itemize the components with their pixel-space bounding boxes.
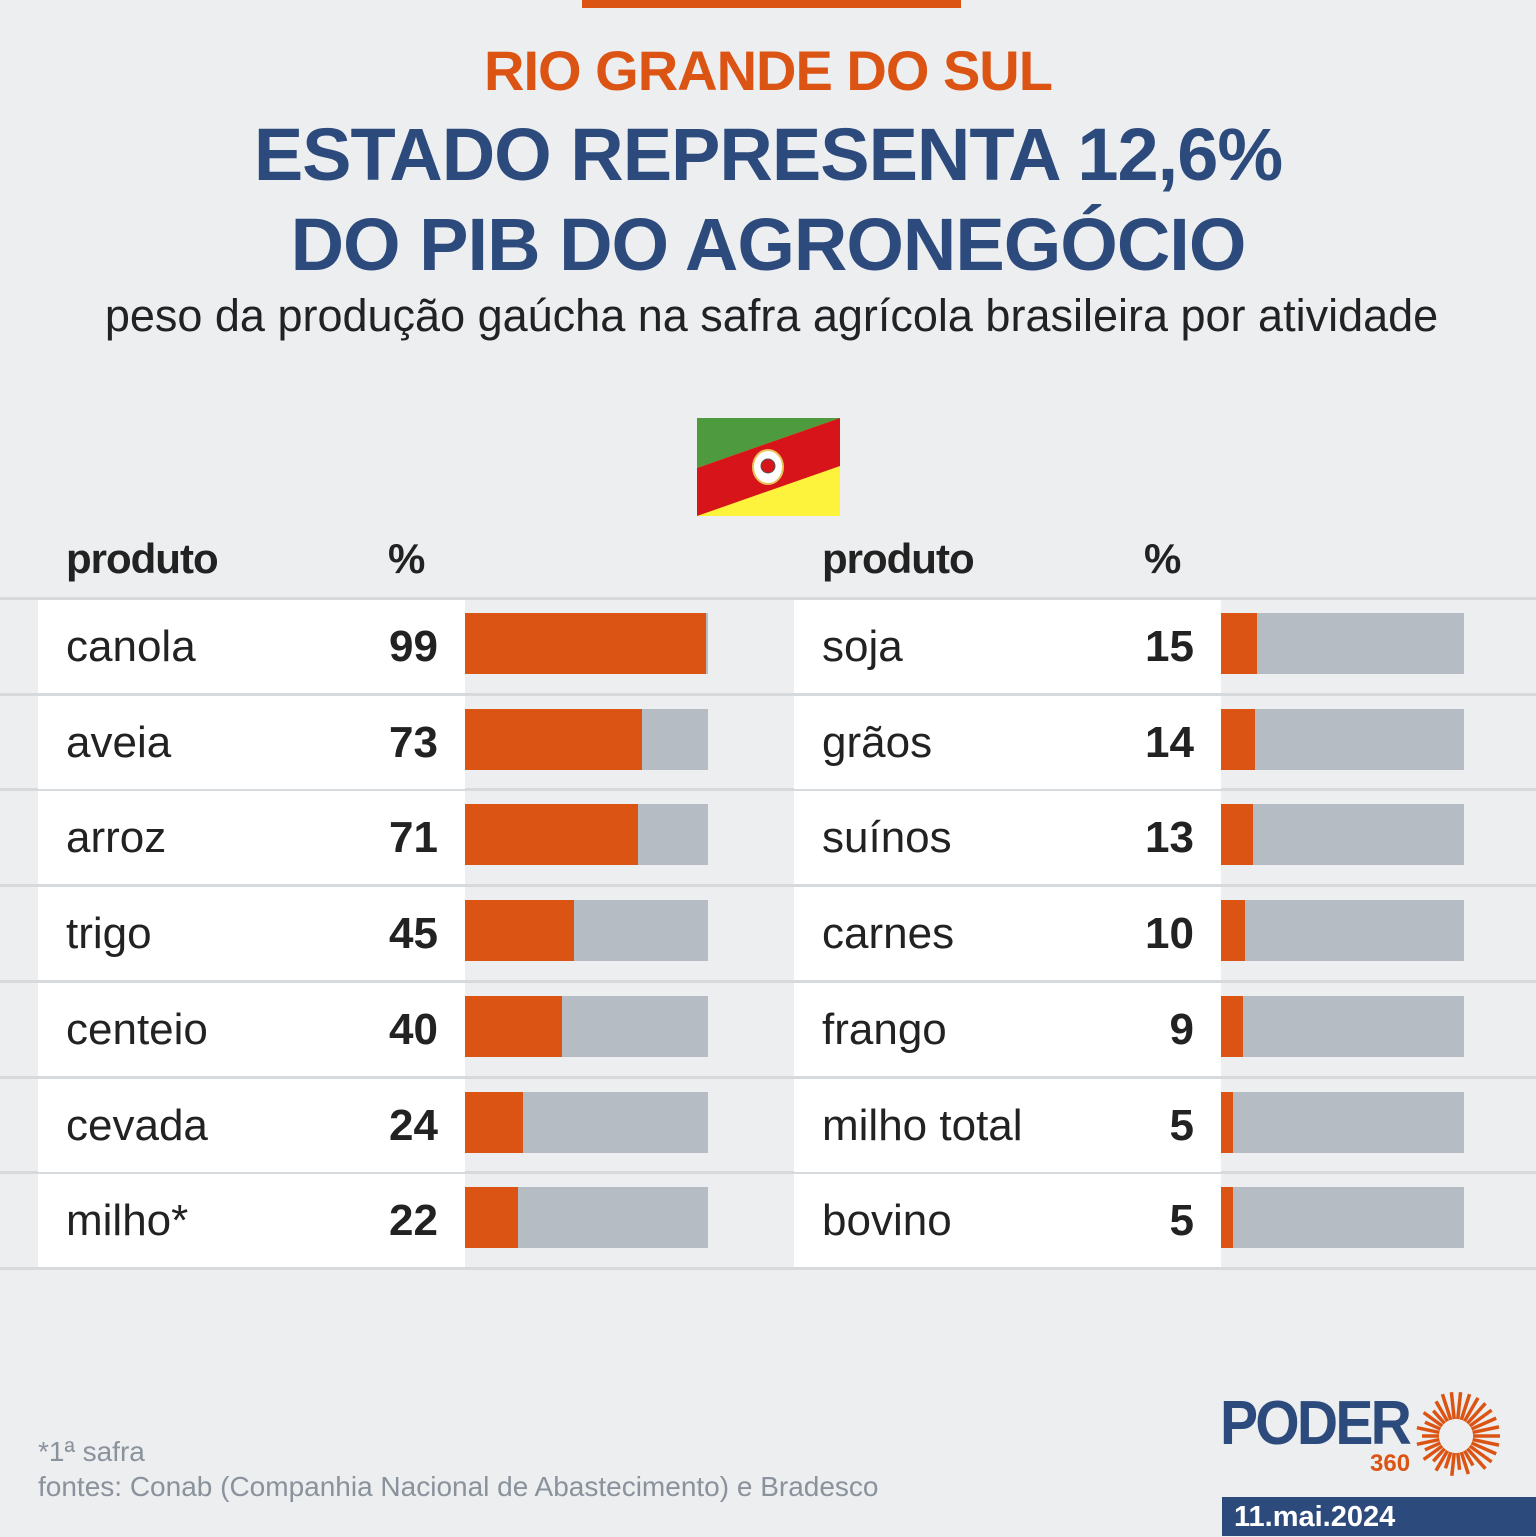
row-divider	[0, 788, 1536, 792]
table-row	[794, 982, 1221, 1076]
bar-track	[465, 1187, 708, 1249]
bar-track	[1221, 900, 1464, 962]
product-label: soja	[822, 622, 903, 671]
product-label: suínos	[822, 813, 952, 863]
logo-360: 360	[1370, 1450, 1411, 1477]
bar-track	[1221, 708, 1464, 770]
product-label: aveia	[66, 717, 172, 767]
table-row	[794, 887, 1221, 981]
value-label: 22	[389, 1196, 438, 1246]
value-label: 71	[389, 813, 438, 863]
value-label: 73	[389, 717, 438, 767]
bar-track	[465, 995, 708, 1057]
table-row	[794, 1174, 1221, 1268]
bar	[1221, 804, 1253, 866]
bar	[1221, 900, 1246, 962]
kicker: RIO GRANDE DO SUL	[484, 39, 1053, 102]
bar	[1221, 1091, 1234, 1153]
table-row	[38, 791, 465, 885]
product-label: arroz	[66, 813, 167, 863]
value-label: 13	[1145, 813, 1194, 863]
bar	[1221, 613, 1258, 674]
title-line-2: DO PIB DO AGRONEGÓCIO	[290, 203, 1247, 286]
bar-track	[1221, 1091, 1464, 1153]
bar	[1221, 995, 1243, 1057]
bar-track	[465, 613, 708, 674]
table-row	[38, 1174, 465, 1268]
bar-track	[1221, 804, 1464, 866]
table-row	[794, 695, 1221, 789]
bar	[465, 804, 638, 866]
header-percent-right: %	[1144, 535, 1181, 582]
header-product-right: produto	[822, 535, 975, 582]
table-row	[38, 695, 465, 789]
product-label: carnes	[822, 909, 955, 959]
value-label: 9	[1169, 1004, 1194, 1054]
value-label: 24	[389, 1100, 438, 1150]
header-percent-left: %	[388, 535, 425, 582]
row-divider	[0, 1266, 1536, 1270]
product-label: canola	[66, 622, 196, 671]
bar	[1221, 708, 1256, 770]
bar-track	[465, 804, 708, 866]
value-label: 15	[1145, 622, 1194, 671]
row-divider	[0, 884, 1536, 888]
bar-track	[1221, 1187, 1464, 1249]
bar	[465, 613, 706, 674]
table-row	[38, 982, 465, 1076]
product-label: grãos	[822, 717, 933, 767]
sun-burst-icon	[1416, 1392, 1500, 1476]
bar	[465, 1091, 524, 1153]
product-label: centeio	[66, 1004, 208, 1054]
product-label: bovino	[822, 1196, 952, 1246]
top-accent-bar	[582, 0, 961, 8]
product-label: trigo	[66, 909, 152, 959]
date-badge: 11.mai.2024	[1222, 1497, 1536, 1536]
rio-grande-do-sul-flag-icon	[697, 418, 840, 516]
value-label: 14	[1145, 717, 1194, 767]
table-row	[794, 791, 1221, 885]
bar	[465, 708, 643, 770]
product-label: milho total	[822, 1100, 1023, 1150]
row-divider	[0, 692, 1536, 696]
value-label: 40	[389, 1004, 438, 1054]
header-product-left: produto	[66, 535, 219, 582]
value-label: 45	[389, 909, 438, 959]
row-divider	[0, 979, 1536, 983]
bar	[465, 1187, 519, 1249]
title-line-1: ESTADO REPRESENTA 12,6%	[253, 113, 1283, 196]
table-row	[794, 1078, 1221, 1172]
product-label: frango	[822, 1004, 947, 1054]
value-label: 10	[1145, 909, 1194, 959]
value-label: 5	[1169, 1196, 1194, 1246]
value-label: 99	[389, 622, 438, 671]
bar	[1221, 1187, 1234, 1249]
row-divider	[0, 1075, 1536, 1079]
row-divider	[0, 597, 1536, 600]
table-row	[794, 600, 1221, 693]
bar-track	[465, 1091, 708, 1153]
sources: fontes: Conab (Companhia Nacional de Aba…	[38, 1471, 879, 1502]
row-divider	[0, 1171, 1536, 1175]
subtitle: peso da produção gaúcha na safra agrícol…	[104, 290, 1439, 341]
bar-track	[465, 900, 708, 962]
product-label: milho*	[66, 1196, 189, 1246]
bar-track	[1221, 613, 1464, 674]
table-row	[38, 600, 465, 693]
product-label: cevada	[66, 1100, 208, 1150]
footnote: *1ª safra	[38, 1436, 145, 1467]
bar	[465, 995, 563, 1057]
table-row	[38, 1078, 465, 1172]
value-label: 5	[1169, 1100, 1194, 1150]
table-row	[38, 887, 465, 981]
bar-track	[465, 708, 708, 770]
poder360-logo: PODER	[1220, 1389, 1412, 1458]
bar	[465, 900, 575, 962]
bar-track	[1221, 995, 1464, 1057]
